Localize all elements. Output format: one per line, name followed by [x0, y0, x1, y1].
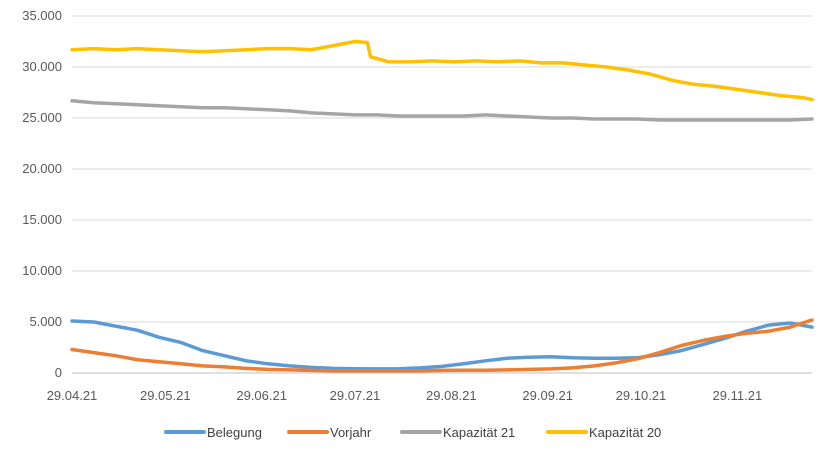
x-tick-label: 29.06.21	[236, 388, 287, 403]
legend-item: Kapazität 20	[546, 425, 661, 440]
legend-label: Vorjahr	[330, 425, 372, 440]
y-tick-label: 10.000	[22, 263, 62, 278]
legend-item: Vorjahr	[287, 425, 372, 440]
series-line-kapazit-t-20	[70, 39, 814, 102]
series-line-belegung	[70, 319, 814, 371]
x-tick-label: 29.08.21	[426, 388, 477, 403]
y-tick-label: 35.000	[22, 8, 62, 23]
series-lines	[70, 39, 814, 373]
legend-label: Belegung	[207, 425, 262, 440]
series-line-vorjahr	[70, 318, 814, 373]
legend-item: Belegung	[164, 425, 262, 440]
y-tick-label: 20.000	[22, 161, 62, 176]
y-tick-label: 30.000	[22, 59, 62, 74]
axes: 0 5.000 10.000 15.000 20.000 25.000 30.000 35.0…	[22, 8, 812, 403]
x-tick-label: 29.10.21	[616, 388, 667, 403]
x-tick-label: 29.09.21	[522, 388, 573, 403]
y-tick-label: 15.000	[22, 212, 62, 227]
gridlines	[72, 15, 812, 323]
legend: Belegung Vorjahr Kapazität 21 Kapazität 20	[164, 425, 661, 440]
series-line-kapazit-t-21	[70, 98, 814, 122]
legend-label: Kapazität 21	[443, 425, 515, 440]
x-tick-label: 29.05.21	[140, 388, 191, 403]
x-tick-label: 29.11.21	[713, 388, 763, 403]
legend-label: Kapazität 20	[589, 425, 661, 440]
y-tick-label: 0	[55, 365, 62, 380]
y-tick-label: 25.000	[22, 110, 62, 125]
x-tick-label: 29.04.21	[47, 388, 98, 403]
legend-item: Kapazität 21	[400, 425, 515, 440]
x-tick-label: 29.07.21	[330, 388, 381, 403]
y-tick-label: 5.000	[29, 314, 62, 329]
